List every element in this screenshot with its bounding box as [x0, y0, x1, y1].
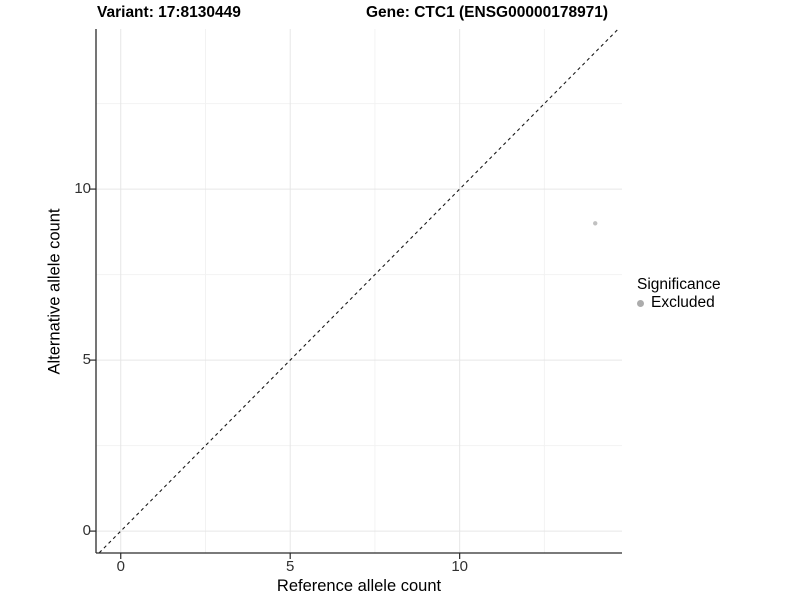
y-tick-label: 10: [74, 180, 91, 198]
x-tick-label: 0: [116, 558, 125, 575]
x-axis-title: Reference allele count: [276, 577, 442, 595]
y-tick-label: 5: [82, 351, 91, 369]
plot-title-gene: Gene: CTC1 (ENSG00000178971): [366, 4, 609, 21]
y-tick-label: 0: [82, 522, 91, 540]
legend-item: Excluded: [637, 294, 715, 312]
legend-item-label: Excluded: [651, 294, 715, 311]
data-point: [593, 221, 598, 226]
x-tick-label: 5: [286, 558, 295, 575]
legend-point-icon: [637, 299, 644, 307]
legend-title: Significance: [637, 276, 721, 293]
plot-title-variant: Variant: 17:8130449: [97, 4, 241, 21]
legend: Excluded: [637, 294, 715, 312]
x-tick-label: 10: [451, 558, 468, 575]
identity-dashed-line: [98, 29, 620, 553]
